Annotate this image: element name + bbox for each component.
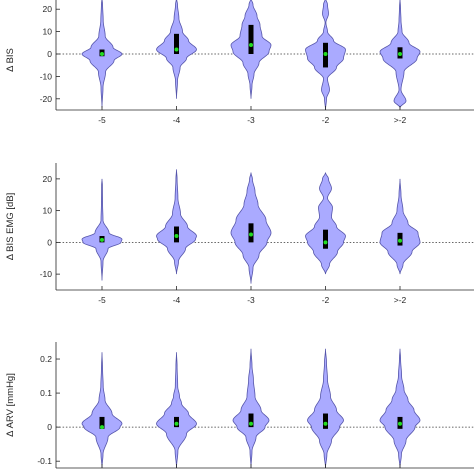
iqr-bar [248, 24, 254, 54]
y-tick-label: 20 [43, 4, 53, 14]
y-tick-label: 0 [47, 49, 52, 59]
iqr-bar [174, 33, 179, 54]
violin [379, 0, 421, 110]
iqr-bar [248, 413, 254, 428]
iqr-bar [323, 229, 328, 249]
violin [379, 348, 421, 469]
violin [81, 0, 123, 108]
chart-panel: -0.1 0 0.1 0.2 Δ ARV [mmHg] [5, 342, 474, 469]
violin [305, 0, 346, 111]
violin-body [379, 348, 421, 469]
y-tick-label: -10 [40, 71, 53, 81]
median-marker [398, 421, 402, 426]
y-tick-label: 0 [47, 422, 52, 432]
y-tick-label: 0.2 [40, 354, 52, 364]
violin-body [81, 178, 123, 281]
x-tick-label: -4 [173, 115, 181, 125]
violin-body [156, 352, 197, 469]
violin [156, 352, 197, 469]
y-axis-title: Δ BIS EMG [dB] [5, 193, 16, 261]
median-marker [100, 52, 104, 56]
iqr-bar [99, 416, 105, 429]
y-tick-label: -20 [40, 94, 53, 104]
y-tick-label: -0.1 [37, 456, 52, 466]
median-marker [100, 237, 104, 242]
median-marker [323, 240, 328, 245]
y-tick-label: -10 [40, 269, 53, 279]
median-marker [398, 238, 402, 243]
violin-body [307, 348, 344, 469]
x-tick-label: >-2 [394, 295, 407, 305]
violin-body [379, 178, 421, 275]
x-tick-label: -3 [247, 295, 255, 305]
violin-body [156, 169, 197, 275]
median-marker [174, 234, 179, 239]
y-tick-label: 20 [43, 174, 53, 184]
violin-body [305, 172, 346, 275]
x-tick-label: -5 [98, 295, 106, 305]
violin [307, 348, 344, 469]
median-marker [100, 425, 104, 430]
x-tick-label: -4 [173, 295, 181, 305]
median-marker [249, 421, 253, 426]
median-marker [323, 52, 328, 56]
violin [230, 172, 272, 284]
median-marker [249, 232, 253, 237]
violin-body [81, 352, 123, 469]
median-marker [398, 52, 402, 56]
x-tick-label: -5 [98, 115, 106, 125]
median-marker [174, 47, 179, 52]
violin [156, 0, 197, 99]
violin [232, 348, 270, 469]
iqr-bar [323, 413, 328, 429]
violin [379, 178, 421, 275]
violin [230, 0, 272, 99]
y-tick-label: 0 [47, 237, 52, 247]
y-tick-label: 10 [43, 27, 53, 37]
median-marker [323, 421, 328, 426]
chart-panel: -20 -10 0 10 20 -5 -4 -3 -2 >-2 Δ BIS [5, 0, 474, 125]
y-axis-title: Δ BIS [5, 48, 16, 72]
y-tick-label: 10 [43, 206, 53, 216]
x-tick-label: >-2 [394, 115, 407, 125]
median-marker [249, 43, 253, 48]
x-tick-label: -2 [322, 115, 330, 125]
x-tick-label: -2 [322, 295, 330, 305]
y-axis-title: Δ ARV [mmHg] [5, 373, 16, 437]
median-marker [174, 421, 179, 426]
violin [81, 178, 123, 281]
violin-body [232, 348, 270, 469]
violin [305, 172, 346, 275]
chart-panel: -10 0 10 20 -5 -4 -3 -2 >-2 Δ BIS EMG [dB] [5, 163, 474, 305]
y-tick-label: 0.1 [40, 388, 52, 398]
x-tick-label: -3 [247, 115, 255, 125]
violin [156, 169, 197, 275]
violin [81, 352, 123, 469]
